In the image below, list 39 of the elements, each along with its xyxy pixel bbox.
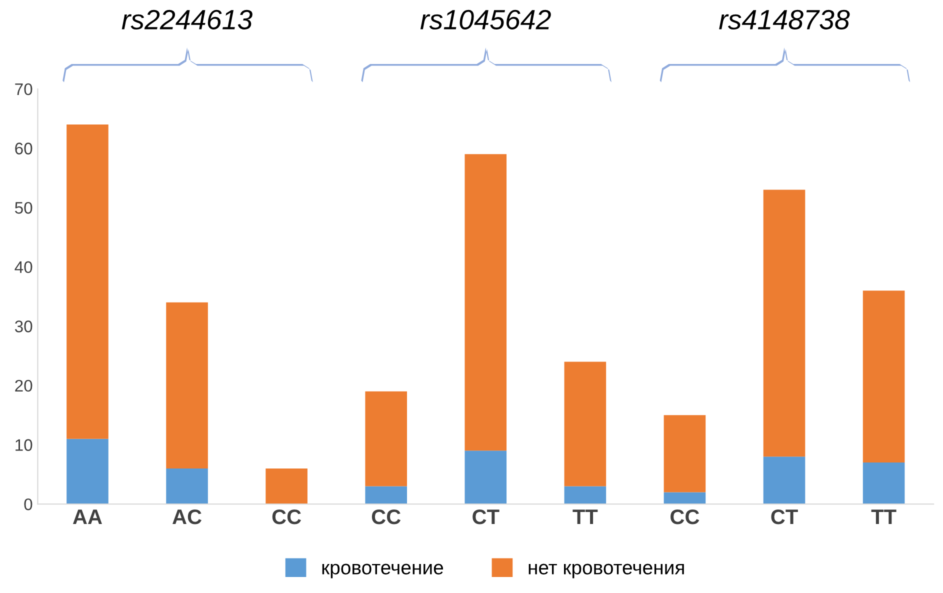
bar	[166, 468, 208, 504]
bar	[464, 154, 507, 451]
y-tick-label: 70	[15, 83, 32, 96]
bar	[464, 450, 507, 504]
bar	[266, 468, 308, 504]
bar	[564, 362, 606, 486]
bar	[564, 486, 606, 504]
x-tick-label: CT	[472, 509, 500, 524]
legend-label: кровотечение	[322, 564, 444, 578]
text: rs4148738	[719, 10, 850, 30]
x-tick-label: CC	[372, 509, 401, 524]
bar	[763, 456, 806, 504]
x-tick-label: CC	[272, 509, 302, 524]
bar	[66, 438, 108, 504]
x-tick-label: TT	[572, 510, 598, 524]
x-tick-label: CC	[670, 509, 700, 524]
y-tick-label: 60	[15, 142, 32, 154]
bar	[763, 190, 806, 457]
x-tick-label: CT	[771, 509, 798, 524]
text: rs1045642	[420, 10, 551, 30]
bar	[365, 486, 408, 504]
y-tick-label: 10	[16, 439, 32, 451]
text: rs2244613	[122, 10, 252, 30]
bar	[66, 124, 108, 439]
x-tick-label: AC	[172, 509, 202, 524]
y-tick-label: 20	[15, 380, 32, 392]
bar	[862, 290, 905, 463]
bar	[664, 492, 706, 504]
y-tick-label: 30	[14, 320, 32, 332]
bar	[862, 462, 905, 504]
x-tick-label: AA	[72, 510, 102, 524]
y-tick-label: 50	[14, 202, 32, 214]
x-tick-label: TT	[871, 510, 896, 524]
bar	[664, 415, 706, 492]
legend-label: нет кровотечения	[528, 564, 684, 578]
y-tick-label: 40	[14, 261, 32, 274]
bar	[365, 391, 408, 486]
bar	[166, 302, 208, 468]
y-tick-label: 0	[24, 498, 32, 510]
